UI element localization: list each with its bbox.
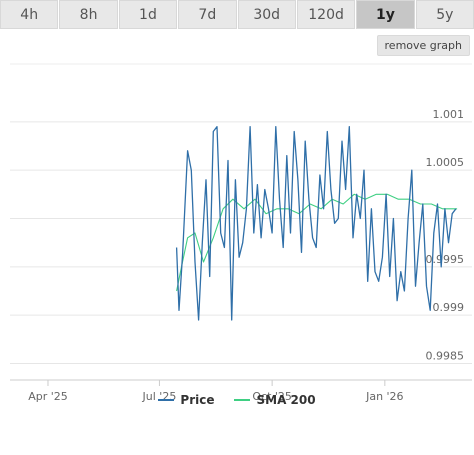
range-tab-1y[interactable]: 1y [356,0,415,29]
range-tab-8h[interactable]: 8h [59,0,118,29]
range-tab-7d[interactable]: 7d [178,0,237,29]
range-tab-120d[interactable]: 120d [296,0,356,29]
x-tick-label: Apr '25 [28,390,68,403]
range-tab-1d[interactable]: 1d [118,0,178,29]
x-tick-label: Jan '26 [365,390,403,403]
legend-label: Price [180,393,215,407]
y-tick-label: 0.9995 [426,253,465,266]
range-tab-30d[interactable]: 30d [237,0,296,29]
y-tick-label: 0.9985 [426,350,465,363]
y-tick-label: 0.999 [433,301,465,314]
y-tick-label: 1.001 [433,108,465,121]
remove-graph-button[interactable]: remove graph [376,35,470,56]
legend-swatch [234,399,251,401]
chart-legend: Price SMA 200 [0,393,474,407]
range-tab-5y[interactable]: 5y [415,0,474,29]
legend-swatch [158,399,175,401]
range-tabs: 4h 8h 1d 7d 30d 120d 1y 5y [0,0,474,30]
legend-item-price[interactable]: Price [158,393,214,407]
y-tick-label: 1.0005 [426,156,465,169]
legend-label: SMA 200 [256,393,316,407]
legend-item-sma-200[interactable]: SMA 200 [234,393,316,407]
range-tab-4h[interactable]: 4h [0,0,59,29]
series-line-price [175,126,457,321]
x-tick-label: Oct '25 [252,390,292,403]
